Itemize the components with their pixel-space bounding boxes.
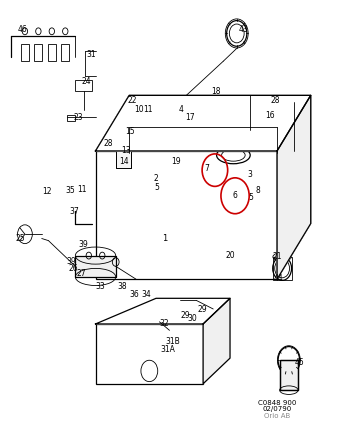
Bar — [96, 324, 203, 384]
Bar — [75, 255, 116, 277]
Text: 31: 31 — [87, 50, 96, 59]
Bar — [196, 106, 237, 129]
Text: 10: 10 — [134, 104, 143, 114]
Text: 8: 8 — [255, 186, 260, 195]
Bar — [213, 98, 232, 108]
Text: 12: 12 — [42, 187, 52, 196]
Bar — [116, 136, 131, 168]
Text: 17: 17 — [185, 113, 195, 122]
Text: Orio AB: Orio AB — [264, 413, 290, 419]
Text: 31A: 31A — [161, 345, 176, 354]
Text: 39: 39 — [79, 240, 88, 249]
Bar — [48, 44, 56, 61]
Text: 13: 13 — [122, 146, 131, 154]
Text: 23: 23 — [74, 113, 83, 122]
Bar — [267, 113, 284, 120]
Text: 29: 29 — [181, 311, 191, 320]
Text: 26: 26 — [69, 264, 79, 273]
Text: 45: 45 — [295, 358, 305, 367]
Text: 02/0790: 02/0790 — [262, 406, 292, 412]
Text: 44: 44 — [274, 274, 284, 283]
Text: 25: 25 — [15, 234, 25, 243]
Text: 11: 11 — [143, 104, 153, 114]
Text: C0848 900: C0848 900 — [258, 400, 296, 406]
Text: 37: 37 — [70, 207, 80, 216]
Text: 1: 1 — [162, 234, 167, 243]
Bar — [67, 115, 75, 121]
Text: 14: 14 — [120, 157, 129, 166]
Text: 16: 16 — [265, 111, 275, 120]
Text: 5: 5 — [155, 183, 159, 192]
FancyBboxPatch shape — [96, 151, 277, 279]
Text: 18: 18 — [211, 87, 221, 96]
Text: 35: 35 — [65, 186, 75, 195]
Polygon shape — [203, 298, 230, 384]
Circle shape — [127, 126, 135, 137]
Polygon shape — [96, 95, 311, 151]
Polygon shape — [96, 298, 230, 324]
Bar — [34, 44, 42, 61]
Text: 46: 46 — [17, 25, 27, 34]
Bar — [280, 360, 298, 390]
Text: 5: 5 — [248, 193, 253, 202]
Text: 3: 3 — [247, 170, 252, 179]
Text: 32: 32 — [160, 319, 169, 329]
Text: 39: 39 — [66, 257, 76, 266]
Text: 11: 11 — [77, 185, 87, 194]
Text: 7: 7 — [204, 163, 209, 172]
Bar — [273, 257, 292, 280]
Text: 43: 43 — [239, 25, 248, 34]
Bar — [280, 360, 298, 390]
Text: 28: 28 — [103, 139, 113, 148]
Text: 38: 38 — [117, 282, 126, 291]
Text: 36: 36 — [129, 289, 139, 298]
Text: 24: 24 — [81, 77, 91, 86]
Text: 33: 33 — [96, 282, 105, 291]
Text: 28: 28 — [271, 96, 280, 105]
Text: 15: 15 — [126, 127, 135, 136]
Polygon shape — [277, 95, 311, 279]
Text: 2: 2 — [154, 174, 158, 183]
Bar — [213, 98, 232, 108]
Text: 31B: 31B — [165, 337, 180, 346]
Text: 34: 34 — [142, 289, 152, 298]
Text: 6: 6 — [233, 191, 238, 200]
Text: 21: 21 — [272, 252, 282, 261]
Text: 22: 22 — [128, 96, 137, 105]
Text: 27: 27 — [77, 270, 86, 279]
Text: 30: 30 — [187, 314, 197, 323]
Text: 29: 29 — [198, 305, 207, 314]
Bar — [75, 80, 92, 91]
Bar — [116, 136, 131, 168]
Bar — [21, 44, 29, 61]
Text: 4: 4 — [179, 104, 184, 114]
Bar — [61, 44, 69, 61]
Bar — [196, 106, 237, 129]
Bar — [75, 255, 116, 277]
Text: 20: 20 — [225, 251, 235, 260]
Text: 19: 19 — [171, 157, 180, 166]
